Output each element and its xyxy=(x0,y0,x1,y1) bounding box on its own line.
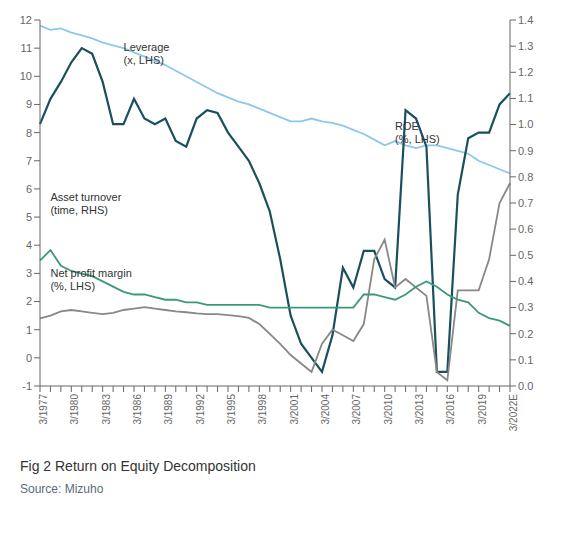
svg-text:0.3: 0.3 xyxy=(518,301,533,313)
svg-text:3/1989: 3/1989 xyxy=(163,394,174,425)
svg-text:11: 11 xyxy=(21,42,32,54)
svg-text:3/1998: 3/1998 xyxy=(257,394,268,425)
svg-text:10: 10 xyxy=(20,70,32,82)
svg-text:1.0: 1.0 xyxy=(518,118,533,130)
svg-text:0.5: 0.5 xyxy=(518,249,533,261)
svg-text:3/2013: 3/2013 xyxy=(414,394,425,425)
svg-text:3/2016: 3/2016 xyxy=(445,394,456,425)
svg-text:0.4: 0.4 xyxy=(518,275,533,287)
svg-text:3/1986: 3/1986 xyxy=(132,394,143,425)
svg-text:1.1: 1.1 xyxy=(518,92,533,104)
svg-text:3/2010: 3/2010 xyxy=(383,394,394,425)
svg-text:3/1983: 3/1983 xyxy=(101,394,112,425)
svg-text:0.1: 0.1 xyxy=(518,354,533,366)
svg-text:0.8: 0.8 xyxy=(518,171,533,183)
svg-text:1.2: 1.2 xyxy=(518,66,533,78)
svg-text:Net profit margin(%, LHS): Net profit margin(%, LHS) xyxy=(50,267,131,292)
svg-text:0: 0 xyxy=(26,352,32,364)
svg-text:3/1992: 3/1992 xyxy=(195,394,206,425)
svg-text:1.4: 1.4 xyxy=(518,14,533,26)
svg-text:2: 2 xyxy=(26,295,32,307)
svg-text:0.0: 0.0 xyxy=(518,380,533,392)
html-text:Source: Mizuho: Source: Mizuho xyxy=(20,482,104,496)
svg-text:5: 5 xyxy=(26,211,32,223)
svg-text:ROE(%, LHS): ROE(%, LHS) xyxy=(395,120,440,145)
svg-text:3/2004: 3/2004 xyxy=(320,394,331,425)
svg-text:9: 9 xyxy=(26,98,32,110)
svg-text:3/1995: 3/1995 xyxy=(226,394,237,425)
svg-text:3/1980: 3/1980 xyxy=(69,394,80,425)
svg-text:3/2019: 3/2019 xyxy=(477,394,488,425)
svg-text:6: 6 xyxy=(26,183,32,195)
svg-text:3/2022E: 3/2022E xyxy=(508,394,519,432)
svg-text:1.3: 1.3 xyxy=(518,40,533,52)
svg-text:Asset turnover(time, RHS): Asset turnover(time, RHS) xyxy=(50,191,121,216)
svg-text:0.7: 0.7 xyxy=(518,197,533,209)
svg-text:-1: -1 xyxy=(22,380,32,392)
svg-text:1: 1 xyxy=(26,324,32,336)
svg-text:0.6: 0.6 xyxy=(518,223,533,235)
svg-text:12: 12 xyxy=(20,14,32,26)
svg-text:3/1977: 3/1977 xyxy=(38,394,49,425)
svg-text:8: 8 xyxy=(26,127,32,139)
svg-text:3: 3 xyxy=(26,267,32,279)
svg-text:4: 4 xyxy=(26,239,32,251)
svg-text:3/2007: 3/2007 xyxy=(351,394,362,425)
svg-text:3/2001: 3/2001 xyxy=(289,394,300,425)
svg-text:Leverage(x, LHS): Leverage(x, LHS) xyxy=(124,41,170,66)
svg-text:0.2: 0.2 xyxy=(518,328,533,340)
svg-text:7: 7 xyxy=(26,155,32,167)
svg-text:0.9: 0.9 xyxy=(518,145,533,157)
html-text:Fig 2 Return on Equity Decompo: Fig 2 Return on Equity Decomposition xyxy=(20,458,256,474)
